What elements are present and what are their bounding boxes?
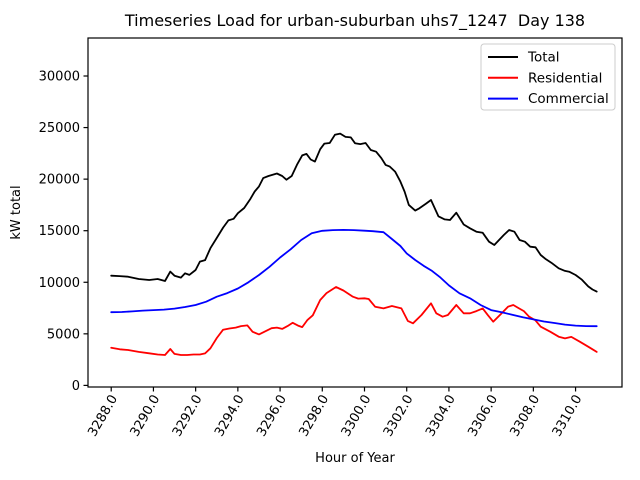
series-line-commercial [110, 228, 598, 328]
legend-label-residential: Residential [528, 70, 602, 86]
x-axis-ticks: 3288.0 3290.0 3292.0 3294.0 3296.0 3298.0 3300… [85, 387, 585, 439]
x-tick-label: 3288.0 [85, 393, 121, 440]
x-tick-label: 3310.0 [550, 393, 586, 440]
series-line-total [110, 132, 598, 293]
y-tick-label: 10000 [39, 276, 80, 291]
y-tick-label: 20000 [39, 173, 80, 188]
y-tick-label: 30000 [39, 70, 80, 85]
x-axis-label: Hour of Year [315, 451, 395, 466]
x-tick-label: 3292.0 [170, 393, 206, 440]
y-axis-ticks: 0 5000 10000 15000 20000 25000 30000 [39, 70, 88, 394]
x-tick-label: 3308.0 [508, 393, 544, 440]
y-axis-label: kW total [9, 185, 24, 239]
series-line-residential [110, 286, 598, 356]
plot-lines [110, 132, 598, 356]
legend: Total Residential Commercial [480, 43, 616, 111]
legend-label-commercial: Commercial [528, 91, 609, 107]
x-tick-label: 3296.0 [254, 393, 290, 440]
y-tick-label: 5000 [47, 327, 80, 342]
x-tick-label: 3304.0 [423, 393, 459, 440]
x-tick-label: 3298.0 [296, 393, 332, 440]
chart-title: Timeseries Load for urban-suburban uhs7_… [124, 11, 585, 31]
legend-label-total: Total [527, 50, 560, 66]
x-tick-label: 3302.0 [381, 393, 417, 440]
x-tick-label: 3294.0 [212, 393, 248, 440]
legend-box [480, 43, 616, 111]
x-tick-label: 3290.0 [128, 393, 164, 440]
axes-frame [87, 37, 623, 388]
y-tick-label: 0 [72, 379, 80, 394]
x-tick-label: 3300.0 [339, 393, 375, 440]
y-tick-label: 15000 [39, 224, 80, 239]
x-tick-label: 3306.0 [465, 392, 501, 439]
y-tick-label: 25000 [39, 121, 80, 136]
